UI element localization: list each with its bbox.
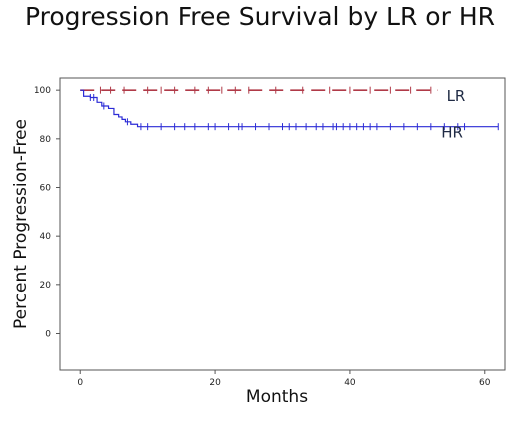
y-tick-label: 20 <box>40 281 52 291</box>
plot-frame <box>59 77 506 371</box>
y-tick-label: 0 <box>45 330 51 340</box>
x-axis-title: Months <box>246 387 308 407</box>
series-hr-curve <box>80 89 499 128</box>
y-tick-label: 80 <box>40 135 52 145</box>
y-axis-title: Percent Progression-Free <box>11 119 31 329</box>
x-tick-label: 0 <box>77 378 83 388</box>
series-lr-label: LR <box>447 87 466 105</box>
y-tick-label: 40 <box>40 232 52 242</box>
x-tick-label: 40 <box>344 378 356 388</box>
chart-title: Progression Free Survival by LR or HR <box>24 2 495 31</box>
y-tick-label: 100 <box>34 86 51 96</box>
x-tick-label: 20 <box>209 378 221 388</box>
x-tick-label: 60 <box>479 378 491 388</box>
y-tick-label: 60 <box>40 184 52 194</box>
series-hr-label: HR <box>441 124 463 142</box>
